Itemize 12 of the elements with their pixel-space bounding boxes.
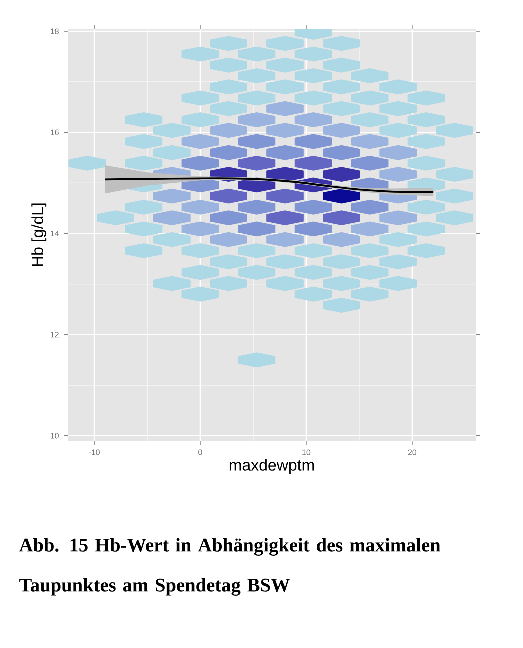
x-axis-title: maxdewptm xyxy=(230,459,314,474)
x-tick-label: 10 xyxy=(302,450,311,456)
y-tick-label: 14 xyxy=(50,230,60,236)
y-tick-label: 16 xyxy=(50,130,59,136)
x-tick-label: 20 xyxy=(408,450,417,456)
y-tick-label: 10 xyxy=(50,433,59,439)
caption: Abb. 15 Hb-Wert in Abhängigkeit des maximalen Taupunktes am Spendetag BSW xyxy=(19,538,441,596)
y-tick-label: 18 xyxy=(50,28,59,34)
y-tick-label: 12 xyxy=(50,332,59,338)
x-tick-label: 0 xyxy=(198,450,202,456)
x-tick-label: -10 xyxy=(89,450,100,456)
y-axis-title: Hb [g/dL] xyxy=(32,204,47,266)
